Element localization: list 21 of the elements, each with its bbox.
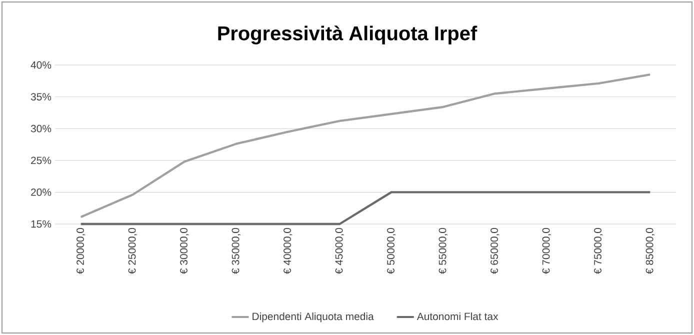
x-tick-label: € 45000,0 xyxy=(335,228,344,274)
x-tick-label: € 65000,0 xyxy=(490,228,500,274)
x-tick-label: € 50000,0 xyxy=(387,228,396,274)
y-tick-label: 40% xyxy=(30,61,52,69)
legend-label: Dipendenti Aliquota media xyxy=(252,312,374,322)
y-tick-label: 15% xyxy=(31,220,52,228)
y-tick-label: 20% xyxy=(31,188,52,196)
x-tick-label: € 25000,0 xyxy=(128,228,137,274)
y-tick-label: 35% xyxy=(30,93,52,101)
legend-label: Autonomi Flat tax xyxy=(416,312,498,320)
y-tick-label: 30% xyxy=(30,124,52,132)
y-tick-label: 25% xyxy=(31,156,52,164)
chart-title: Progressività Aliquota Irpef xyxy=(218,26,478,44)
x-tick-label: € 35000,0 xyxy=(232,228,240,274)
x-tick-label: € 75000,0 xyxy=(594,228,603,274)
x-tick-label: € 70000,0 xyxy=(542,228,551,274)
x-tick-label: € 20000,0 xyxy=(76,228,86,274)
x-tick-label: € 55000,0 xyxy=(438,228,448,274)
x-tick-label: € 85000,0 xyxy=(646,228,654,274)
x-tick-label: € 30000,0 xyxy=(180,228,189,274)
x-tick-label: € 40000,0 xyxy=(284,228,292,274)
